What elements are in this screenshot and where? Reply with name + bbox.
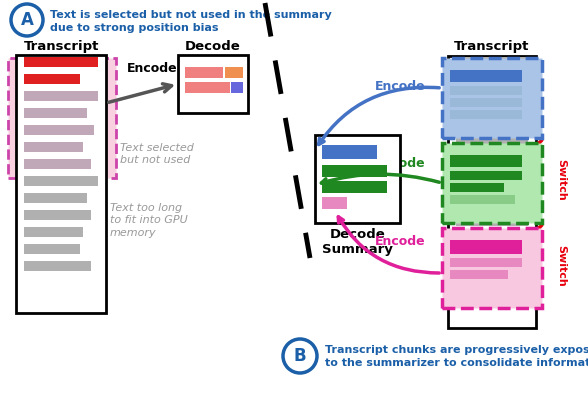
FancyBboxPatch shape (185, 67, 223, 78)
FancyBboxPatch shape (456, 201, 528, 210)
FancyBboxPatch shape (450, 98, 522, 107)
Text: Switch: Switch (556, 159, 566, 201)
Text: B: B (293, 347, 306, 365)
FancyBboxPatch shape (450, 195, 515, 204)
Text: Decode
Summary: Decode Summary (178, 40, 249, 68)
FancyBboxPatch shape (456, 297, 528, 306)
FancyBboxPatch shape (456, 57, 528, 66)
FancyBboxPatch shape (456, 233, 528, 242)
FancyBboxPatch shape (456, 217, 528, 226)
FancyBboxPatch shape (442, 228, 542, 308)
FancyBboxPatch shape (24, 210, 91, 220)
FancyBboxPatch shape (24, 125, 94, 135)
FancyBboxPatch shape (24, 227, 83, 237)
Text: Transcript: Transcript (24, 40, 100, 53)
FancyBboxPatch shape (24, 108, 87, 118)
FancyBboxPatch shape (450, 171, 522, 180)
FancyBboxPatch shape (178, 55, 248, 113)
FancyBboxPatch shape (24, 193, 87, 203)
FancyBboxPatch shape (456, 185, 528, 194)
FancyBboxPatch shape (315, 135, 400, 223)
FancyBboxPatch shape (24, 142, 83, 152)
FancyBboxPatch shape (450, 155, 522, 167)
Text: Encode: Encode (375, 157, 425, 170)
FancyBboxPatch shape (8, 58, 116, 178)
FancyBboxPatch shape (24, 176, 98, 186)
FancyBboxPatch shape (185, 82, 230, 93)
FancyBboxPatch shape (450, 270, 507, 279)
FancyBboxPatch shape (450, 86, 522, 95)
FancyBboxPatch shape (450, 258, 522, 267)
FancyBboxPatch shape (225, 67, 243, 78)
FancyBboxPatch shape (24, 244, 79, 254)
FancyBboxPatch shape (322, 165, 387, 177)
FancyBboxPatch shape (456, 89, 528, 98)
FancyBboxPatch shape (456, 281, 528, 290)
FancyBboxPatch shape (24, 159, 91, 169)
Text: Encode: Encode (126, 62, 178, 75)
FancyBboxPatch shape (24, 91, 98, 101)
FancyBboxPatch shape (456, 265, 528, 274)
FancyBboxPatch shape (456, 73, 528, 82)
FancyBboxPatch shape (442, 58, 542, 138)
FancyBboxPatch shape (450, 70, 522, 82)
FancyBboxPatch shape (456, 153, 528, 162)
FancyBboxPatch shape (456, 121, 528, 130)
FancyBboxPatch shape (450, 110, 522, 119)
FancyBboxPatch shape (231, 82, 243, 93)
FancyBboxPatch shape (456, 105, 528, 114)
FancyBboxPatch shape (24, 261, 91, 271)
FancyBboxPatch shape (322, 197, 347, 209)
FancyBboxPatch shape (322, 181, 387, 193)
Text: Transcript: Transcript (455, 40, 530, 53)
FancyBboxPatch shape (322, 145, 377, 159)
Text: Encode: Encode (375, 235, 425, 248)
Text: Decode
Summary: Decode Summary (322, 228, 393, 256)
Text: Text selected
but not used: Text selected but not used (120, 143, 194, 166)
Text: A: A (21, 11, 34, 29)
FancyBboxPatch shape (24, 74, 79, 84)
Text: Switch: Switch (556, 245, 566, 287)
FancyBboxPatch shape (456, 249, 528, 258)
FancyBboxPatch shape (450, 183, 504, 192)
Text: Encode: Encode (375, 80, 425, 93)
FancyBboxPatch shape (448, 56, 536, 328)
Text: Transcript chunks are progressively exposed
to the summarizer to consolidate inf: Transcript chunks are progressively expo… (325, 345, 588, 368)
Text: Text too long
to fit into GPU
memory: Text too long to fit into GPU memory (110, 203, 188, 238)
FancyBboxPatch shape (456, 137, 528, 146)
FancyBboxPatch shape (24, 57, 98, 67)
FancyBboxPatch shape (450, 240, 522, 254)
FancyBboxPatch shape (456, 169, 528, 178)
Text: Text is selected but not used in the summary
due to strong position bias: Text is selected but not used in the sum… (50, 10, 332, 33)
FancyBboxPatch shape (16, 55, 106, 313)
FancyBboxPatch shape (442, 143, 542, 223)
